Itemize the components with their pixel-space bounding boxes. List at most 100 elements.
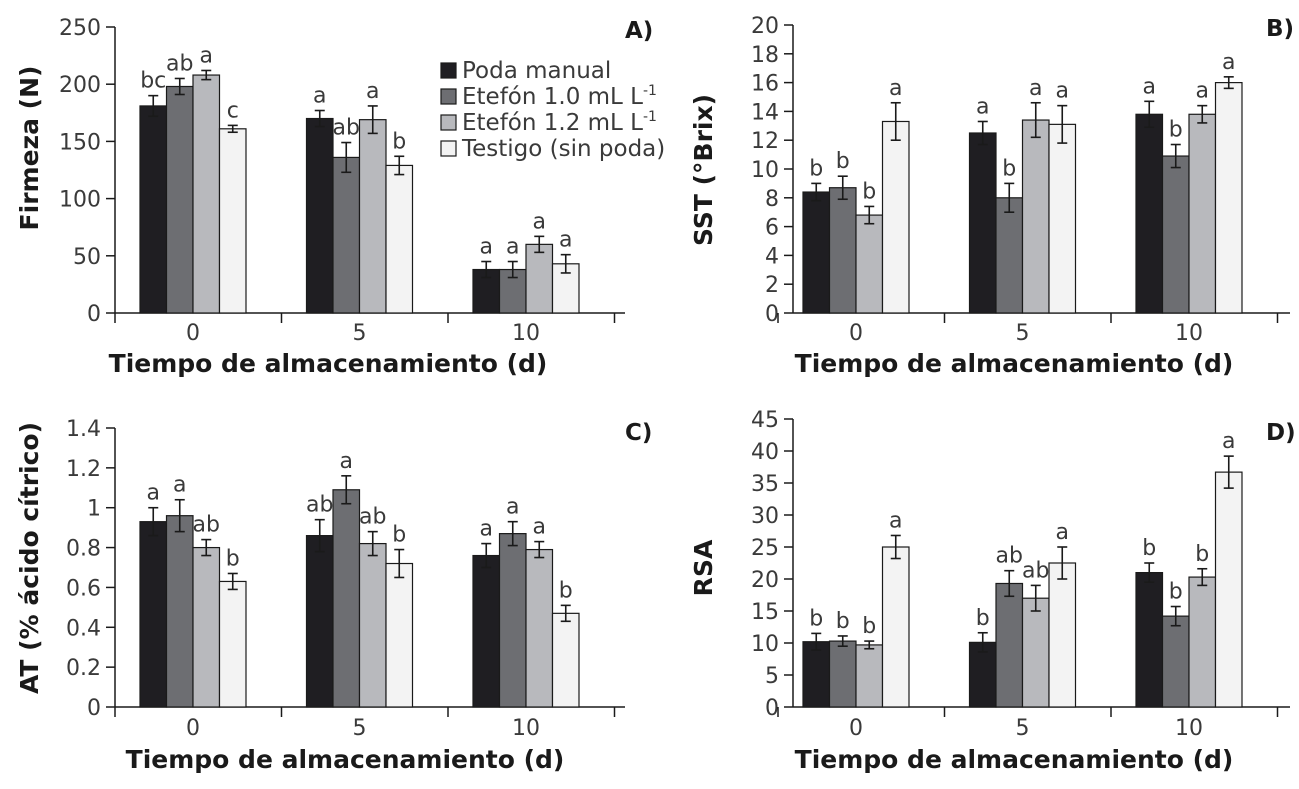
significance-label: b — [1142, 536, 1156, 561]
y-tick-label: 1.2 — [66, 457, 101, 482]
x-tick-label: 10 — [512, 716, 540, 741]
significance-label: a — [1196, 79, 1209, 104]
significance-label: ab — [193, 513, 220, 538]
y-tick-label: 200 — [59, 73, 101, 98]
x-tick-label: 5 — [353, 716, 367, 741]
x-tick-label: 0 — [186, 321, 200, 346]
significance-label: a — [480, 517, 493, 542]
bar — [1048, 562, 1077, 708]
y-tick-label: 10 — [751, 632, 779, 657]
y-tick-label: 30 — [751, 504, 779, 529]
significance-label: b — [1002, 156, 1016, 181]
legend-label-text: Testigo (sin poda) — [461, 136, 665, 162]
y-axis-title: SST (°Brix) — [689, 94, 718, 246]
bar — [192, 546, 221, 708]
bar — [139, 105, 168, 314]
bar — [551, 612, 580, 708]
bar — [1048, 123, 1077, 314]
significance-label: a — [1029, 76, 1042, 101]
legend-label: Etefón 1.0 mL L-1 — [462, 83, 657, 110]
panel-label: A) — [625, 18, 653, 44]
significance-label: ab — [166, 51, 193, 76]
significance-label: a — [480, 235, 493, 260]
significance-label: b — [836, 149, 850, 174]
significance-label: a — [313, 84, 326, 109]
panel-label: C) — [625, 420, 652, 446]
significance-label: b — [976, 606, 990, 631]
bar — [1188, 576, 1217, 708]
significance-label: a — [1056, 79, 1069, 104]
y-tick-label: 0.4 — [66, 616, 101, 641]
bar — [218, 580, 247, 708]
y-tick-label: 45 — [751, 408, 779, 433]
bar — [332, 156, 361, 314]
significance-label: a — [200, 43, 213, 68]
bar — [1161, 615, 1190, 708]
y-tick-label: 0 — [765, 696, 779, 721]
y-axis-title: AT (% ácido cítrico) — [15, 422, 44, 694]
bar — [358, 542, 387, 708]
significance-label: a — [506, 235, 519, 260]
legend-label-text: Poda manual — [462, 58, 611, 84]
bar — [1135, 571, 1164, 708]
x-tick-label: 0 — [849, 716, 863, 741]
bar — [1021, 119, 1050, 314]
y-tick-label: 0 — [87, 302, 101, 327]
bar — [855, 644, 884, 708]
bar — [881, 120, 910, 314]
bar — [1021, 597, 1050, 708]
significance-label: b — [226, 546, 240, 571]
significance-label: a — [1143, 74, 1156, 99]
significance-label: a — [1222, 429, 1235, 454]
y-tick-label: 100 — [59, 188, 101, 213]
bar — [1188, 113, 1217, 314]
significance-label: a — [533, 515, 546, 540]
x-tick-label: 10 — [1175, 716, 1203, 741]
y-tick-label: 0 — [765, 302, 779, 327]
y-axis-title: RSA — [689, 539, 718, 596]
significance-label: a — [889, 508, 902, 533]
significance-label: a — [366, 79, 379, 104]
x-tick-label: 0 — [186, 716, 200, 741]
x-tick-label: 5 — [1016, 321, 1030, 346]
significance-label: b — [809, 606, 823, 631]
bar — [1214, 81, 1243, 314]
panel-label: B) — [1266, 16, 1294, 42]
bar — [472, 554, 501, 708]
y-tick-label: 14 — [751, 100, 779, 125]
y-tick-label: 4 — [765, 244, 779, 269]
bar — [855, 214, 884, 314]
legend-label: Etefón 1.2 mL L-1 — [462, 109, 657, 136]
y-tick-label: 40 — [751, 440, 779, 465]
significance-label: ab — [996, 544, 1023, 569]
bar — [802, 641, 831, 708]
bar — [358, 119, 387, 314]
significance-label: a — [533, 209, 546, 234]
y-tick-label: 5 — [765, 664, 779, 689]
legend-label-superscript: -1 — [643, 109, 657, 125]
legend-label: Testigo (sin poda) — [461, 136, 665, 162]
bar — [525, 548, 554, 708]
bar — [165, 85, 194, 314]
y-tick-label: 250 — [59, 16, 101, 41]
significance-label: b — [809, 156, 823, 181]
y-tick-label: 8 — [765, 187, 779, 212]
significance-label: b — [862, 614, 876, 639]
significance-label: b — [392, 523, 406, 548]
significance-label: a — [889, 76, 902, 101]
significance-label: b — [1169, 118, 1183, 143]
y-tick-label: 0.6 — [66, 576, 101, 601]
y-tick-label: 18 — [751, 43, 779, 68]
bar — [995, 582, 1024, 708]
bar — [332, 489, 361, 708]
bar — [1161, 155, 1190, 314]
x-tick-label: 5 — [1016, 716, 1030, 741]
bar — [218, 128, 247, 314]
significance-label: ab — [333, 116, 360, 141]
y-axis-title: Firmeza (N) — [15, 66, 44, 231]
bar — [828, 640, 857, 708]
legend-swatch — [440, 88, 457, 105]
x-tick-label: 5 — [353, 321, 367, 346]
bar — [165, 515, 194, 708]
significance-label: a — [506, 495, 519, 520]
